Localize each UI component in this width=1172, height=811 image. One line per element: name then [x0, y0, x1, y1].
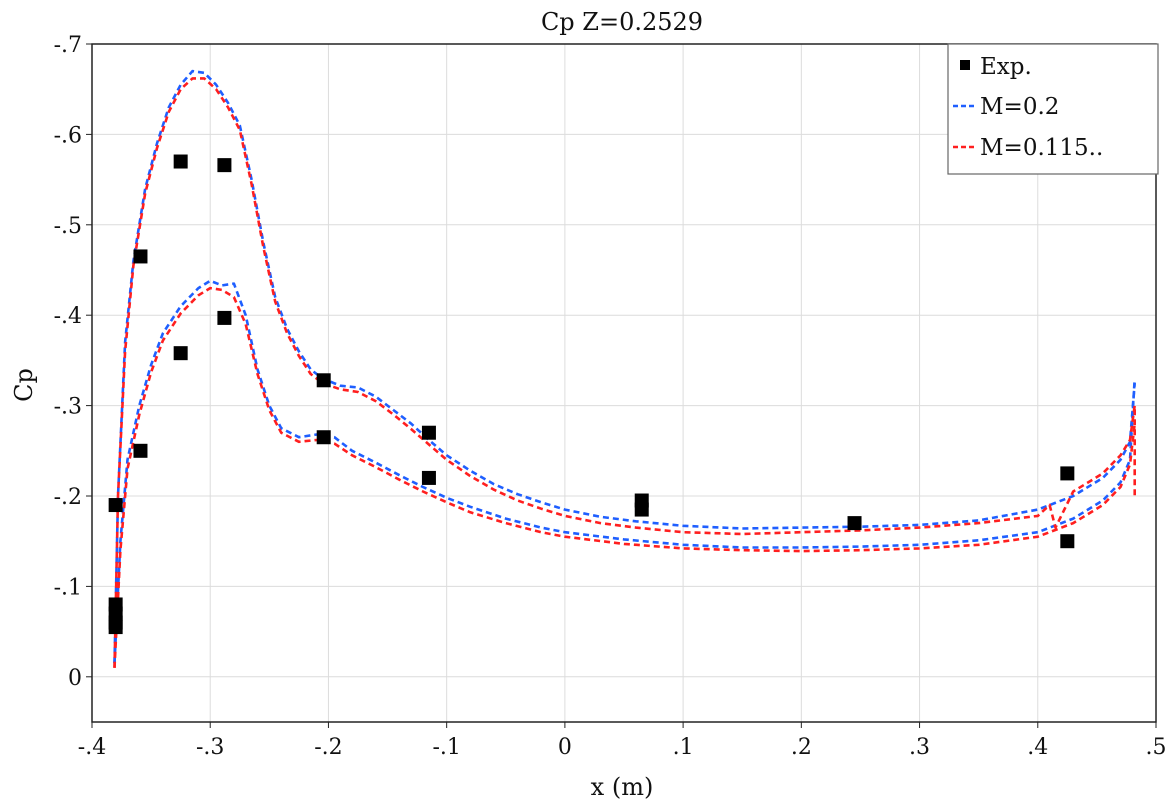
series-2-curve-0	[113, 77, 1136, 668]
series-1-curve-0	[113, 69, 1136, 664]
y-tick-label: -.5	[54, 214, 82, 239]
series-curves	[113, 69, 1136, 668]
exp-point	[316, 430, 331, 445]
x-tick-label: .4	[1027, 735, 1048, 760]
exp-point	[173, 154, 188, 169]
exp-point	[217, 310, 232, 325]
exp-point	[173, 346, 188, 361]
y-tick-label: -.2	[54, 485, 82, 510]
y-tick-label: -.7	[54, 33, 82, 58]
x-tick-label: .1	[673, 735, 694, 760]
x-tick-label: .3	[909, 735, 930, 760]
x-tick-label: .5	[1146, 735, 1167, 760]
exp-point	[108, 498, 123, 513]
exp-point	[108, 620, 123, 635]
y-axis-title: Cp	[10, 368, 38, 402]
plot-frame	[91, 43, 1157, 723]
legend-label-exp: Exp.	[980, 54, 1032, 80]
legend: Exp. M=0.2 M=0.115..	[947, 43, 1159, 175]
exp-point	[1060, 534, 1075, 549]
exp-point	[421, 425, 436, 440]
legend-marker-exp	[960, 60, 970, 70]
y-axis-ticks: -.7 -.6 -.5 -.4 -.3 -.2 -.1 0	[54, 33, 92, 691]
x-tick-label: -.4	[78, 735, 106, 760]
exp-point	[847, 516, 862, 531]
y-tick-label: 0	[68, 666, 82, 691]
x-tick-label: .2	[791, 735, 812, 760]
y-tick-label: -.1	[54, 575, 82, 600]
legend-label-m0115: M=0.115..	[980, 135, 1103, 161]
y-tick-label: -.4	[54, 304, 82, 329]
x-axis-ticks: -.4 -.3 -.2 -.1 0 .1 .2 .3 .4 .5	[78, 722, 1167, 760]
y-tick-label: -.3	[54, 395, 82, 420]
x-tick-label: -.3	[196, 735, 224, 760]
x-tick-label: 0	[558, 735, 572, 760]
exp-point	[316, 373, 331, 388]
series-2-curve-1	[113, 286, 1136, 668]
exp-point	[1060, 466, 1075, 481]
x-tick-label: -.2	[314, 735, 342, 760]
exp-point	[133, 443, 148, 458]
chart-title: Cp Z=0.2529	[541, 8, 703, 36]
x-axis-title: x (m)	[591, 773, 654, 801]
exp-point	[133, 249, 148, 264]
exp-point	[217, 158, 232, 173]
x-tick-label: -.1	[432, 735, 460, 760]
legend-label-m02: M=0.2	[980, 94, 1059, 120]
y-tick-label: -.6	[54, 123, 82, 148]
series-1-curve-1	[113, 279, 1136, 664]
exp-point	[421, 470, 436, 485]
legend-box	[947, 43, 1159, 175]
exp-points	[108, 154, 1075, 635]
exp-point	[634, 502, 649, 517]
